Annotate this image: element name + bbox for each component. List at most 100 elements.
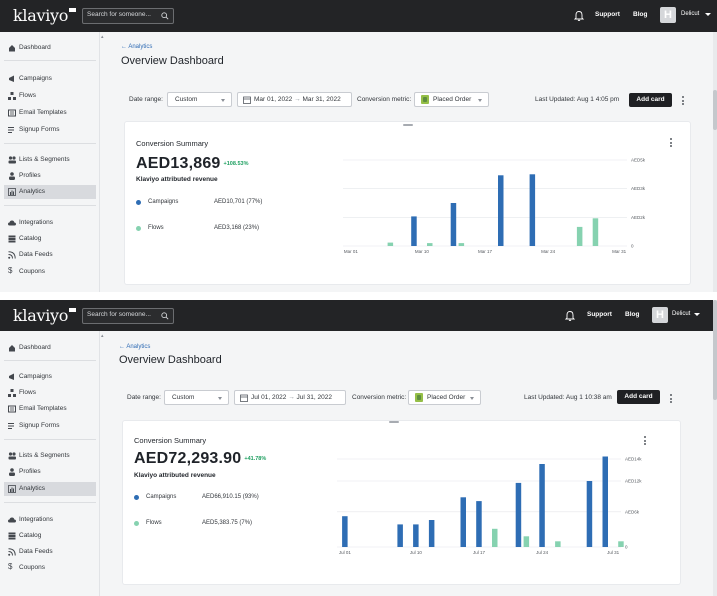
card-more-options-icon[interactable] — [669, 137, 673, 149]
conversion-metric-label: Conversion metric: — [352, 394, 407, 401]
campaigns-bar[interactable] — [529, 174, 536, 246]
sidebar-item-integrations[interactable]: Integrations — [4, 513, 96, 527]
attributed-revenue-value: AED13,869 +108.53% — [136, 155, 249, 172]
page-scrollbar-thumb[interactable] — [713, 90, 717, 130]
add-card-button[interactable]: Add card — [617, 390, 660, 404]
attributed-revenue-value: AED72,293.90 +41.78% — [134, 450, 267, 467]
blog-link[interactable]: Blog — [625, 311, 640, 318]
conversion-metric-select[interactable]: Placed Order — [414, 92, 489, 107]
sidebar-item-flows[interactable]: Flows — [4, 89, 96, 103]
sidebar-item-integrations[interactable]: Integrations — [4, 216, 96, 230]
page-scrollbar-thumb[interactable] — [713, 300, 717, 400]
campaigns-bar[interactable] — [539, 464, 545, 547]
flows-bar[interactable] — [523, 536, 530, 547]
bell-icon[interactable] — [574, 10, 584, 21]
campaigns-bar[interactable] — [515, 482, 522, 547]
campaigns-bar[interactable] — [586, 481, 593, 547]
flows-bar[interactable] — [387, 242, 394, 246]
flows-bar[interactable] — [458, 243, 465, 246]
klaviyo-logo[interactable]: klaviyo — [13, 6, 77, 25]
sidebar-item-lists-segments[interactable]: Lists & Segments — [4, 449, 96, 463]
sidebar-collapse-icon[interactable]: ▴ — [101, 333, 104, 339]
search-input[interactable]: Search for someone... — [82, 8, 174, 24]
support-link[interactable]: Support — [595, 11, 620, 18]
sidebar-item-lists-segments[interactable]: Lists & Segments — [4, 153, 96, 167]
sidebar-item-campaigns[interactable]: Campaigns — [4, 370, 96, 384]
flows-bar[interactable] — [618, 541, 624, 547]
signup-forms-icon — [8, 423, 14, 429]
campaigns-bar[interactable] — [476, 501, 482, 547]
flows-bar[interactable] — [492, 528, 498, 547]
breadcrumb[interactable]: ← Analytics — [119, 344, 151, 350]
campaigns-bar[interactable] — [342, 516, 348, 547]
flows-bar[interactable] — [592, 218, 599, 246]
sidebar-item-coupons[interactable]: $ Coupons — [8, 562, 46, 571]
campaigns-bar[interactable] — [397, 524, 403, 547]
conversion-metric-select[interactable]: Placed Order — [408, 390, 481, 405]
blog-link[interactable]: Blog — [633, 11, 648, 18]
sidebar-item-catalog[interactable]: Catalog — [4, 529, 96, 543]
flows-icon — [8, 92, 16, 100]
search-input[interactable]: Search for someone... — [82, 308, 174, 324]
sidebar-item-profiles[interactable]: Profiles — [4, 465, 96, 479]
signup-forms-icon — [8, 127, 14, 133]
drag-handle-icon[interactable] — [403, 124, 413, 126]
page-more-options-icon[interactable] — [681, 95, 685, 107]
add-card-button[interactable]: Add card — [629, 93, 672, 107]
breadcrumb[interactable]: ← Analytics — [121, 44, 153, 50]
campaigns-bar[interactable] — [498, 175, 504, 246]
dollar-icon: $ — [8, 562, 13, 571]
sidebar-item-profiles[interactable]: Profiles — [4, 169, 96, 183]
card-more-options-icon[interactable] — [643, 435, 647, 447]
date-range-select[interactable]: Custom — [167, 92, 232, 107]
avatar[interactable]: H — [652, 307, 668, 323]
bell-icon[interactable] — [565, 310, 575, 321]
page-more-options-icon[interactable] — [669, 393, 673, 405]
drag-handle-icon[interactable] — [389, 421, 399, 423]
legend-campaigns: Campaigns AED10,701 (77%) — [136, 198, 286, 208]
legend-flows: Flows AED3,168 (23%) — [136, 224, 286, 234]
campaigns-bar[interactable] — [460, 497, 467, 547]
campaigns-bar[interactable] — [411, 216, 417, 246]
campaigns-bar[interactable] — [413, 524, 419, 547]
sidebar-item-signup-forms[interactable]: Signup Forms — [4, 123, 96, 137]
support-link[interactable]: Support — [587, 311, 612, 318]
legend-flows: Flows AED5,383.75 (7%) — [134, 519, 284, 529]
sidebar-collapse-icon[interactable]: ▴ — [101, 34, 104, 40]
flows-bar[interactable] — [576, 226, 583, 246]
sidebar-item-email-templates[interactable]: Email Templates — [4, 106, 96, 120]
sidebar-item-dashboard[interactable]: Dashboard — [4, 41, 96, 55]
sidebar-item-data-feeds[interactable]: Data Feeds — [4, 545, 96, 559]
page-scrollbar[interactable] — [713, 32, 717, 292]
date-picker[interactable]: Mar 01, 2022 → Mar 31, 2022 — [237, 92, 352, 107]
date-picker[interactable]: Jul 01, 2022 → Jul 31, 2022 — [234, 390, 346, 405]
campaigns-bar[interactable] — [428, 520, 435, 547]
page-scrollbar[interactable] — [713, 300, 717, 596]
revenue-bar-chart: AED14k AED12k AED6k 0 Jul 01 Jul 10 Jul 17 Jul … — [337, 456, 642, 555]
sidebar-item-analytics[interactable]: Analytics — [4, 482, 96, 496]
x-tick-label: Mar 10 — [415, 249, 430, 254]
campaigns-bar[interactable] — [602, 456, 609, 548]
sidebar-item-dashboard[interactable]: Dashboard — [4, 341, 96, 355]
chevron-down-icon — [221, 99, 225, 102]
sidebar-item-analytics[interactable]: Analytics — [4, 185, 96, 199]
sidebar-item-data-feeds[interactable]: Data Feeds — [4, 248, 96, 262]
sidebar-item-signup-forms[interactable]: Signup Forms — [4, 419, 96, 433]
email-template-icon — [8, 405, 16, 413]
sidebar-item-coupons[interactable]: $ Coupons — [8, 266, 46, 275]
date-range-select[interactable]: Custom — [164, 390, 229, 405]
sidebar-item-flows[interactable]: Flows — [4, 386, 96, 400]
sidebar-item-email-templates[interactable]: Email Templates — [4, 402, 96, 416]
account-caret-icon[interactable] — [705, 13, 711, 16]
account-name[interactable]: Delicut — [681, 11, 700, 17]
account-name[interactable]: Delicut — [672, 311, 691, 317]
sidebar-item-catalog[interactable]: Catalog — [4, 232, 96, 246]
revenue-bar-chart: AED5k AED3k AED2k 0 Mar 01 Mar 10 Mar 17 Mar 24… — [343, 158, 646, 254]
klaviyo-logo[interactable]: klaviyo — [13, 306, 77, 325]
sidebar-item-campaigns[interactable]: Campaigns — [4, 72, 96, 86]
avatar[interactable]: H — [660, 7, 676, 23]
campaigns-bar[interactable] — [450, 203, 457, 246]
flows-bar[interactable] — [555, 541, 561, 547]
flows-bar[interactable] — [427, 243, 433, 246]
account-caret-icon[interactable] — [694, 313, 700, 316]
